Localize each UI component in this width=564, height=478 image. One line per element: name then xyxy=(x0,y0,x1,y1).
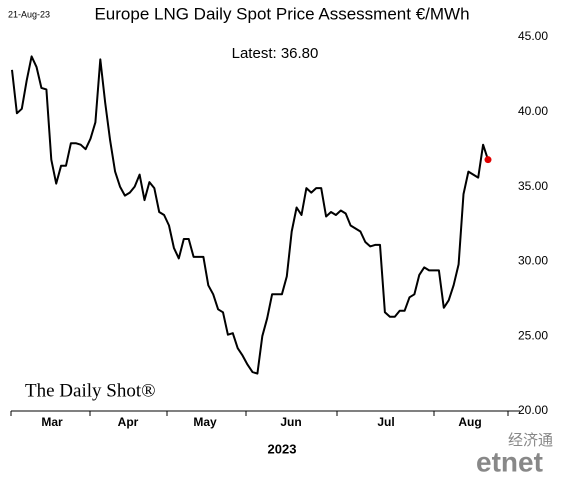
annotation: Latest: 36.80 xyxy=(232,45,319,62)
y-tick-label: 40.00 xyxy=(518,104,548,118)
y-tick-label: 20.00 xyxy=(518,403,548,417)
x-axis-label: 2023 xyxy=(268,441,297,456)
x-tick-label: Aug xyxy=(458,415,481,429)
latest-marker xyxy=(484,156,492,164)
y-tick-label: 25.00 xyxy=(518,328,548,342)
x-tick-label: Apr xyxy=(118,415,139,429)
watermark: etnet xyxy=(476,446,543,477)
watermark: 经济通 xyxy=(508,432,553,449)
date-stamp: 21-Aug-23 xyxy=(8,9,50,19)
line-series xyxy=(11,55,489,375)
y-tick-label: 35.00 xyxy=(518,179,548,193)
x-tick-label: May xyxy=(193,415,217,429)
chart-title: Europe LNG Daily Spot Price Assessment €… xyxy=(94,4,469,23)
x-tick-label: Jul xyxy=(377,415,394,429)
watermark: The Daily Shot® xyxy=(25,380,156,401)
y-tick-label: 45.00 xyxy=(518,29,548,43)
y-tick-label: 30.00 xyxy=(518,254,548,268)
x-tick-label: Mar xyxy=(41,415,63,429)
x-tick-label: Jun xyxy=(280,415,301,429)
